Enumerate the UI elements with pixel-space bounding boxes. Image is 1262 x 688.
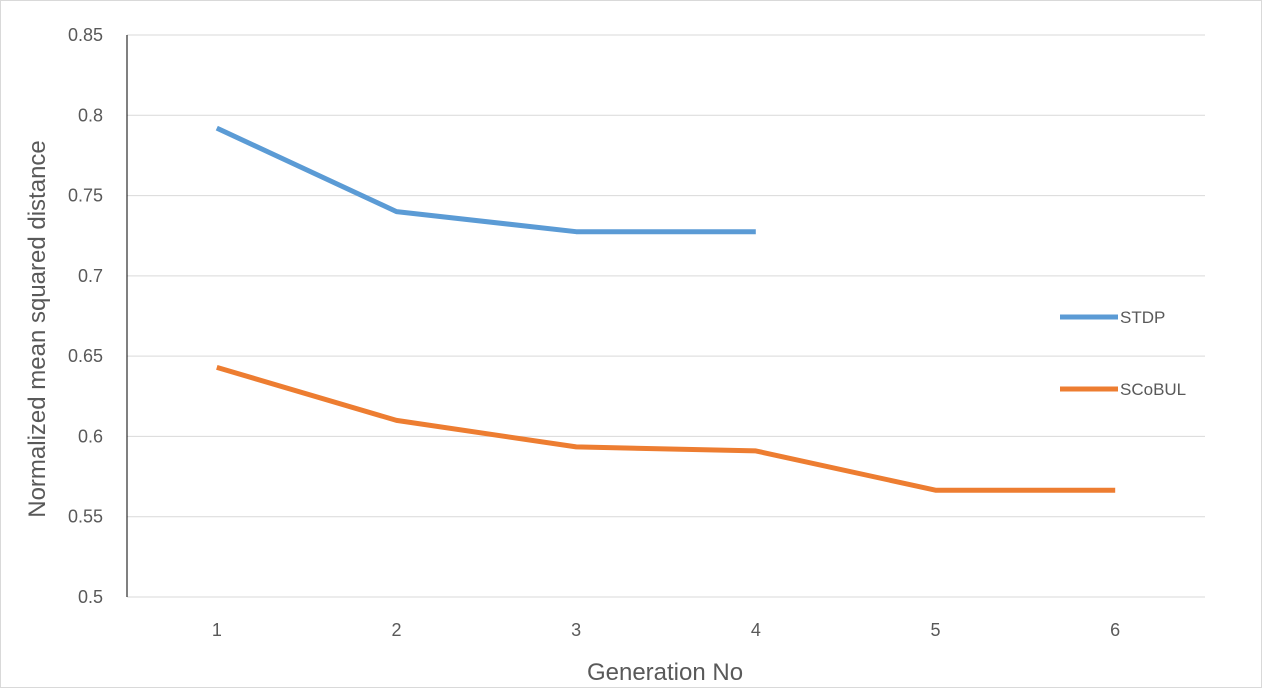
series-line-scobul (216, 365, 1116, 493)
series-lines (215, 125, 1116, 493)
legend-label-scobul: SCoBUL (1120, 380, 1186, 399)
y-tick-label: 0.5 (78, 587, 103, 607)
y-tick-label: 0.8 (78, 105, 103, 125)
gridlines (127, 34, 1205, 598)
x-tick-label: 5 (930, 620, 940, 640)
y-tick-label: 0.7 (78, 266, 103, 286)
x-tick-label: 4 (751, 620, 761, 640)
x-tick-label: 1 (212, 620, 222, 640)
y-tick-label: 0.65 (68, 346, 103, 366)
y-tick-label: 0.6 (78, 426, 103, 446)
x-axis-title: Generation No (587, 659, 743, 686)
series-line-stdp (215, 125, 756, 235)
x-tick-label: 3 (571, 620, 581, 640)
x-tick-label: 6 (1110, 620, 1120, 640)
legend: STDP SCoBUL (1060, 308, 1186, 399)
x-tick-label: 2 (391, 620, 401, 640)
axes: 0.5 0.55 0.6 0.65 0.7 0.75 0.8 0.85 1 2 3 4 5 6 (68, 25, 1120, 640)
y-tick-label: 0.75 (68, 186, 103, 206)
y-tick-label: 0.55 (68, 507, 103, 527)
legend-label-stdp: STDP (1120, 308, 1165, 327)
y-axis-title: Normalized mean squared distance (24, 140, 51, 518)
y-tick-label: 0.85 (68, 25, 103, 45)
